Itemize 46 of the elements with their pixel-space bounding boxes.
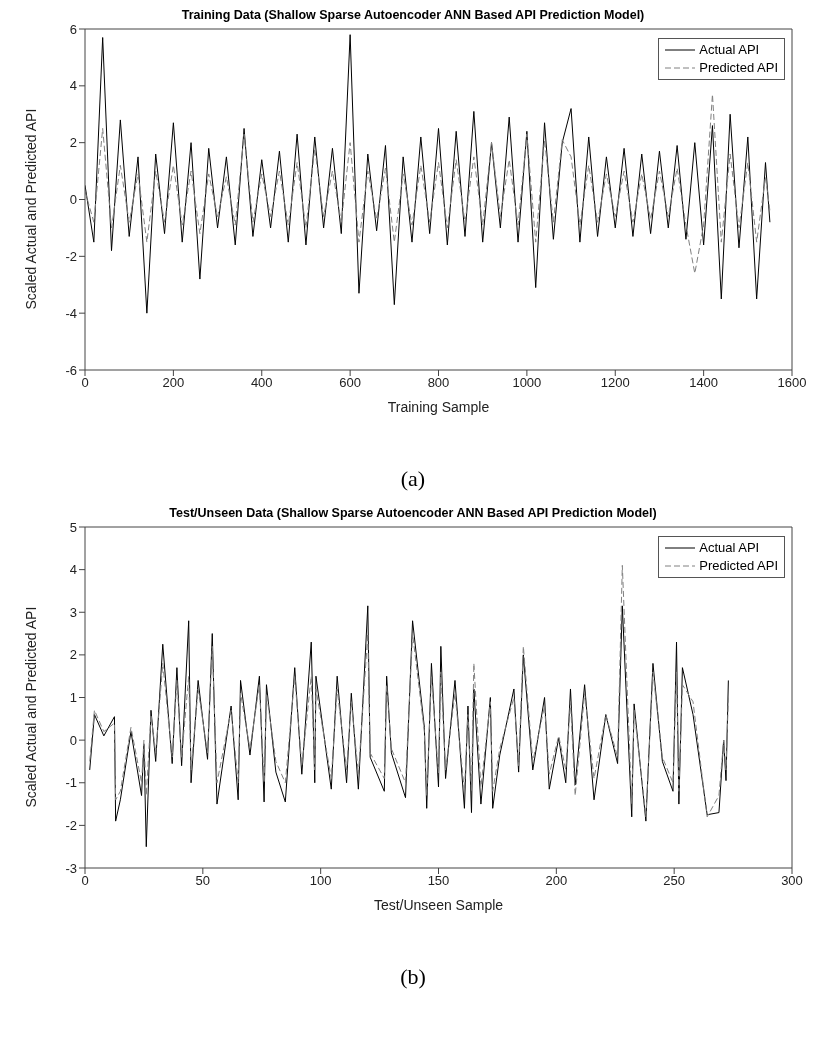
x-tick-label: 1400 bbox=[689, 375, 719, 391]
y-tick-label: -2 bbox=[65, 817, 77, 833]
y-tick-label: 0 bbox=[69, 192, 77, 208]
legend-label: Predicted API bbox=[699, 59, 778, 77]
legend-label: Actual API bbox=[699, 539, 760, 557]
x-tick-label: 300 bbox=[781, 873, 803, 889]
line-series bbox=[85, 93, 771, 274]
x-tick-label: 50 bbox=[195, 873, 211, 889]
x-tick-label: 200 bbox=[545, 873, 568, 889]
line-series bbox=[89, 605, 729, 848]
x-tick-label: 0 bbox=[81, 873, 89, 889]
x-axis-title: Test/Unseen Sample bbox=[373, 897, 504, 913]
y-axis-title: Scaled Actual and Predicted API bbox=[22, 108, 39, 310]
text: (a) bbox=[399, 466, 427, 492]
y-tick-label: 5 bbox=[69, 519, 77, 535]
y-tick-label: 2 bbox=[69, 135, 77, 151]
x-tick-label: 200 bbox=[162, 375, 185, 391]
y-axis-title: Scaled Actual and Predicted API bbox=[22, 606, 39, 808]
x-tick-label: 250 bbox=[663, 873, 686, 889]
y-tick-label: -3 bbox=[65, 860, 77, 876]
x-tick-label: 400 bbox=[250, 375, 273, 391]
y-tick-label: 6 bbox=[69, 21, 77, 37]
x-tick-label: 100 bbox=[309, 873, 332, 889]
x-tick-label: 150 bbox=[427, 873, 450, 889]
text: (b) bbox=[399, 964, 427, 990]
y-tick-label: -6 bbox=[65, 362, 77, 378]
y-tick-label: 4 bbox=[69, 78, 77, 94]
x-tick-label: 1200 bbox=[600, 375, 630, 391]
x-tick-label: 800 bbox=[427, 375, 450, 391]
x-tick-label: 1600 bbox=[777, 375, 807, 391]
y-tick-label: -1 bbox=[65, 775, 77, 791]
x-tick-label: 0 bbox=[81, 375, 89, 391]
y-tick-label: -4 bbox=[65, 305, 77, 321]
x-tick-label: 1000 bbox=[512, 375, 542, 391]
y-tick-label: 4 bbox=[69, 562, 77, 578]
y-tick-label: 3 bbox=[69, 604, 77, 620]
y-tick-label: 0 bbox=[69, 732, 77, 748]
legend-label: Actual API bbox=[699, 41, 760, 59]
chart-title: Test/Unseen Data (Shallow Sparse Autoencoder ANN Based API Prediction Model) bbox=[169, 506, 657, 520]
x-axis-title: Training Sample bbox=[387, 399, 490, 415]
legend-label: Predicted API bbox=[699, 557, 778, 575]
x-tick-label: 600 bbox=[339, 375, 361, 391]
y-tick-label: 1 bbox=[69, 690, 77, 706]
y-tick-label: -2 bbox=[65, 248, 77, 264]
chart-title: Training Data (Shallow Sparse Autoencoder ANN Based API Prediction Model) bbox=[181, 8, 645, 22]
y-tick-label: 2 bbox=[69, 647, 77, 663]
